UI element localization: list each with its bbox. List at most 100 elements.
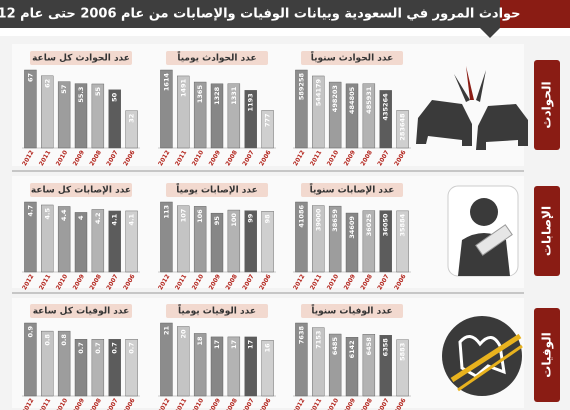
value-label: 21: [162, 326, 170, 336]
charts: عدد الحوادث سنوياً5892582012544179201149…: [21, 51, 411, 410]
section-tab: [534, 186, 560, 276]
bar: [261, 340, 274, 397]
value-label: 17: [213, 340, 221, 349]
value-label: 0.8: [43, 334, 51, 346]
bar: [74, 83, 88, 149]
value-label: 1365: [196, 85, 204, 104]
value-label: 4.2: [94, 212, 102, 224]
bar: [74, 212, 88, 273]
value-label: 435264: [382, 93, 390, 121]
chart-title: عدد الوفيات يومياً: [177, 304, 256, 317]
value-label: 34609: [348, 216, 356, 239]
bar: [244, 90, 257, 149]
bar: [312, 327, 325, 397]
value-label: 4.1: [111, 213, 119, 225]
value-label: 99: [247, 213, 255, 223]
value-label: 4.5: [43, 208, 51, 220]
chart-title-box: [301, 51, 403, 65]
bar: [41, 204, 54, 273]
value-label: 38659: [331, 209, 339, 232]
value-label: 100: [230, 213, 238, 227]
title-accent: [500, 0, 570, 28]
bar: [41, 330, 54, 397]
death-icon: [442, 316, 523, 396]
section-label: الحوادث: [540, 81, 555, 128]
bar: [160, 201, 173, 273]
value-label: 17: [230, 340, 238, 349]
bar: [362, 83, 376, 149]
title-pointer: [480, 28, 500, 38]
chart-title: عدد الإصابات سنوياً: [309, 183, 395, 196]
bar: [379, 210, 392, 273]
bar: [177, 326, 190, 397]
chart-title-box: [30, 304, 132, 318]
bar: [57, 330, 71, 397]
value-label: 106: [196, 209, 204, 223]
bar: [210, 212, 224, 273]
injury-icon: [447, 185, 519, 277]
chart-title-box: [30, 183, 132, 197]
chart-title: عدد الوفيات كل ساعة: [33, 307, 130, 317]
page-title: حوادث المرور في السعودية وبيانات الوفيات…: [0, 7, 521, 22]
bar: [24, 69, 37, 149]
value-label: 35884: [399, 213, 407, 236]
chart-title: عدد الحوادث سنوياً: [310, 51, 393, 64]
bar: [396, 339, 409, 397]
chart-title-box: [166, 304, 268, 318]
value-label: 4: [77, 215, 85, 220]
section-label: الإصابات: [540, 206, 554, 256]
value-label: 1491: [179, 78, 187, 97]
bar: [24, 322, 37, 397]
value-label: 67: [26, 73, 34, 82]
value-label: 0.7: [77, 342, 85, 354]
bar: [108, 89, 121, 149]
value-label: 57: [60, 85, 68, 94]
bar: [295, 69, 308, 149]
bar: [379, 90, 392, 149]
bar: [193, 206, 207, 273]
value-label: 1328: [213, 86, 221, 105]
bar: [244, 210, 257, 273]
bar: [227, 83, 241, 149]
bar: [362, 334, 376, 397]
value-label: 39000: [314, 208, 322, 231]
bar: [108, 339, 121, 397]
chart-title: عدد الحوادث يومياً: [177, 51, 257, 64]
bar: [261, 211, 274, 273]
bar: [210, 83, 224, 149]
bar: [328, 333, 342, 397]
bar: [210, 336, 224, 397]
value-label: 6142: [348, 340, 356, 358]
bar: [295, 201, 308, 273]
value-label: 0.7: [94, 342, 102, 354]
bar: [345, 337, 359, 397]
bar: [24, 201, 37, 273]
value-label: 777: [264, 113, 272, 127]
bar: [57, 81, 71, 149]
value-label: 55.3: [77, 87, 85, 103]
bar: [244, 336, 257, 397]
value-label: 98: [264, 214, 272, 224]
bar: [312, 75, 325, 149]
bar: [125, 339, 138, 397]
bar: [345, 212, 359, 273]
bar: [345, 83, 359, 149]
bar: [74, 339, 88, 397]
value-label: 4.1: [128, 213, 136, 225]
section-tab: [534, 308, 560, 402]
chart-title: عدد الإصابات يومياً: [176, 183, 258, 196]
value-label: 6358: [382, 338, 390, 357]
chart-title: عدد الحوادث كل ساعة: [32, 54, 130, 64]
value-label: 589258: [297, 73, 305, 101]
value-label: 6485: [331, 337, 339, 356]
bar: [160, 69, 173, 149]
cars-icon: [416, 66, 528, 150]
title-bar: [0, 0, 500, 28]
chart-title-box: [301, 183, 403, 197]
value-label: 283648: [399, 113, 407, 141]
bar: [328, 205, 342, 273]
value-label: 5883: [399, 343, 407, 361]
value-label: 36025: [365, 213, 373, 236]
bar: [312, 205, 325, 273]
